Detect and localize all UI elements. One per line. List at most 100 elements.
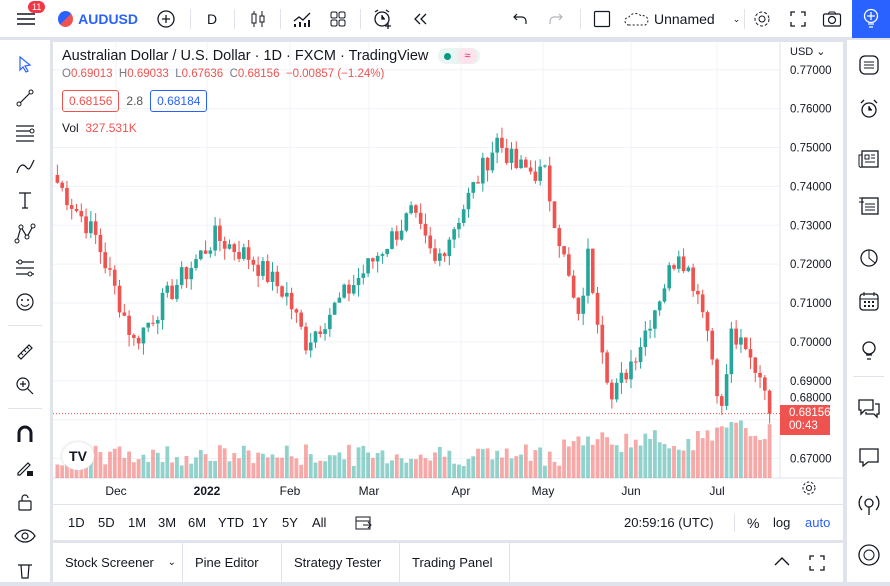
timeframe-6m[interactable]: 6M <box>188 515 207 530</box>
lock-drawings-tool[interactable] <box>0 486 50 518</box>
stay-drawing-tool[interactable] <box>0 452 50 484</box>
chart-type-button[interactable] <box>244 0 272 38</box>
collapse-panel-button[interactable] <box>773 555 791 569</box>
spread-value: 2.8 <box>126 94 144 108</box>
hotlists-button[interactable] <box>847 240 890 274</box>
undo-button[interactable] <box>506 0 534 38</box>
calendar-button[interactable] <box>847 284 890 318</box>
timeframe-3m[interactable]: 3M <box>158 515 177 530</box>
buy-button[interactable]: 0.68184 <box>150 90 208 112</box>
chart-pane[interactable]: 0.77000 0.76000 0.75000 0.74000 0.73000 0.720… <box>53 42 843 504</box>
newspaper-icon <box>858 150 879 168</box>
candle-body <box>179 267 184 285</box>
remove-drawings-tool[interactable] <box>0 554 50 586</box>
magnet-tool[interactable] <box>0 418 50 450</box>
hide-drawings-tool[interactable] <box>0 520 50 552</box>
trend-line-tool[interactable] <box>0 82 50 114</box>
percent-toggle[interactable]: % <box>747 515 760 531</box>
currency-menu[interactable]: USD ⌄ <box>790 46 826 58</box>
volume-bar <box>203 454 208 478</box>
indicators-button[interactable] <box>288 0 316 38</box>
market-status[interactable]: ≈ <box>438 48 481 64</box>
ideas-button[interactable] <box>852 0 890 38</box>
candle-body <box>332 302 337 315</box>
menu-button[interactable]: 11 <box>8 0 46 38</box>
axis-settings-button[interactable] <box>801 480 817 496</box>
compare-button[interactable] <box>152 0 180 38</box>
volume-bar <box>380 450 385 478</box>
volume-bar <box>409 458 414 478</box>
chats-button[interactable] <box>847 392 890 426</box>
clock[interactable]: 20:59:16 (UTC) <box>624 515 714 530</box>
ideas-stream-button[interactable] <box>847 334 890 368</box>
alerts-button[interactable] <box>847 92 890 126</box>
volume-bar <box>552 461 557 478</box>
timeframe-ytd[interactable]: YTD <box>218 515 244 530</box>
timeframe-5d[interactable]: 5D <box>98 515 115 530</box>
emoji-tool[interactable] <box>0 286 50 318</box>
timeframe-1m[interactable]: 1M <box>128 515 147 530</box>
data-list-icon <box>858 197 879 215</box>
auto-toggle[interactable]: auto <box>805 515 831 530</box>
settings-button[interactable] <box>748 0 776 38</box>
timeframe-5y[interactable]: 5Y <box>282 515 298 530</box>
layouts-button[interactable] <box>324 0 352 38</box>
sell-button[interactable]: 0.68156 <box>62 90 120 112</box>
volume-bar <box>237 458 241 478</box>
maximize-panel-button[interactable] <box>808 554 826 572</box>
volume-bar <box>533 450 538 478</box>
volume-bar <box>232 453 237 478</box>
log-toggle[interactable]: log <box>773 515 791 530</box>
streams-button[interactable] <box>847 488 890 522</box>
volume-bar <box>399 458 404 478</box>
price-chart[interactable]: 0.77000 0.76000 0.75000 0.74000 0.73000 0.720… <box>53 42 843 504</box>
fullscreen-area-button[interactable] <box>588 0 616 38</box>
watchlist-button[interactable] <box>847 48 890 82</box>
tab-pine-editor[interactable]: Pine Editor <box>183 543 282 582</box>
candle-body <box>490 152 495 171</box>
goto-date-button[interactable] <box>355 505 373 541</box>
volume-bar <box>88 455 93 478</box>
tradingview-logo[interactable]: TV <box>62 442 94 470</box>
alert-button[interactable] <box>368 0 398 38</box>
fib-tool[interactable] <box>0 116 50 148</box>
redo-button[interactable] <box>542 0 570 38</box>
volume-bar <box>428 460 433 478</box>
tab-trading-panel[interactable]: Trading Panel <box>400 543 510 582</box>
tab-strategy-tester[interactable]: Strategy Tester <box>282 543 400 582</box>
news-button[interactable] <box>847 142 890 176</box>
tab-stock-screener[interactable]: Stock Screener ⌄ <box>53 543 183 582</box>
replay-button[interactable] <box>406 0 434 38</box>
timeframe-1y[interactable]: 1Y <box>252 515 268 530</box>
prediction-tool[interactable] <box>0 252 50 284</box>
text-tool[interactable] <box>0 184 50 216</box>
help-button[interactable] <box>847 538 890 572</box>
candle-body <box>476 182 480 184</box>
volume-bar <box>523 444 528 478</box>
layout-name-menu[interactable]: Unnamed ⌄ <box>624 0 744 38</box>
pattern-tool[interactable] <box>0 218 50 250</box>
measure-tool[interactable] <box>0 336 50 368</box>
snapshot-button[interactable] <box>818 0 846 38</box>
last-price-label: 0.68156 00:43 <box>780 404 831 435</box>
cursor-tool[interactable] <box>0 48 50 80</box>
bid-ask: 0.68156 2.8 0.68184 <box>62 90 208 112</box>
volume-bar <box>629 447 633 478</box>
timeframe-all[interactable]: All <box>312 515 327 530</box>
zoom-tool[interactable] <box>0 370 50 402</box>
interval-button[interactable]: D <box>206 11 218 27</box>
volume-bar <box>151 449 155 478</box>
timeframe-1d[interactable]: 1D <box>68 515 85 530</box>
volume-bar <box>112 448 117 478</box>
price-tick: 0.72000 <box>790 259 832 271</box>
candle-body <box>313 331 318 343</box>
candle-body <box>366 258 370 274</box>
candle-body <box>208 250 213 254</box>
symbol-search[interactable]: AUDUSD <box>58 0 138 38</box>
fullscreen-button[interactable] <box>784 0 812 38</box>
data-window-button[interactable] <box>847 188 890 222</box>
brush-tool[interactable] <box>0 150 50 182</box>
time-tick: Jun <box>621 484 640 498</box>
messages-button[interactable] <box>847 440 890 474</box>
candle-body <box>767 390 772 414</box>
